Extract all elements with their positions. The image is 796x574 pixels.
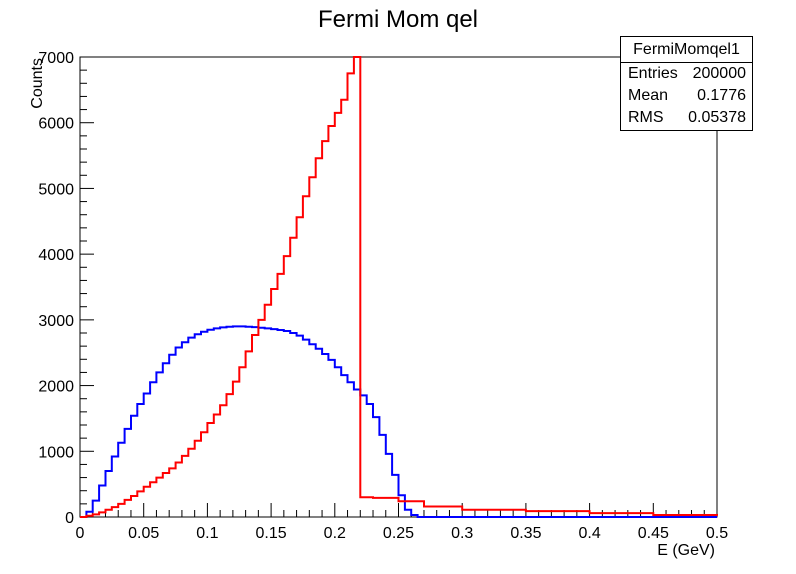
x-tick-label: 0.15 bbox=[256, 525, 287, 542]
y-tick-label: 3000 bbox=[38, 313, 74, 330]
y-tick-label: 5000 bbox=[38, 181, 74, 198]
stats-value: 0.1776 bbox=[697, 87, 746, 104]
x-tick-labels: 0 0.05 0.1 0.15 0.2 0.25 0.3 0.35 0.4 0.45 0.5 bbox=[76, 525, 729, 542]
y-tick-label: 7000 bbox=[38, 50, 74, 67]
stats-row-entries: Entries 200000 bbox=[628, 63, 746, 85]
x-tick-label: 0.05 bbox=[128, 525, 159, 542]
stats-value: 0.05378 bbox=[688, 109, 746, 126]
y-tick-label: 1000 bbox=[38, 444, 74, 461]
x-axis-label: E (GeV) bbox=[657, 542, 715, 559]
stats-row-rms: RMS 0.05378 bbox=[628, 107, 746, 129]
series-line-1 bbox=[80, 325, 717, 518]
axis-ticks bbox=[79, 56, 718, 518]
x-tick-label: 0.1 bbox=[196, 525, 218, 542]
x-tick-label: 0.4 bbox=[578, 525, 600, 542]
y-tick-labels: 0 1000 2000 3000 4000 5000 6000 7000 bbox=[38, 50, 74, 527]
x-tick-label: 0 bbox=[76, 525, 85, 542]
x-tick-label: 0.5 bbox=[706, 525, 728, 542]
y-tick-label: 2000 bbox=[38, 379, 74, 396]
stats-value: 200000 bbox=[692, 65, 746, 82]
stats-box: FermiMomqel1 Entries 200000 Mean 0.1776 … bbox=[620, 36, 753, 131]
series-layer bbox=[80, 56, 718, 518]
stats-label: Entries bbox=[628, 65, 678, 82]
x-tick-label: 0.35 bbox=[510, 525, 541, 542]
x-tick-label: 0.3 bbox=[451, 525, 473, 542]
x-tick-label: 0.2 bbox=[324, 525, 346, 542]
stats-label: RMS bbox=[628, 109, 664, 126]
stats-box-name: FermiMomqel1 bbox=[621, 37, 752, 63]
y-tick-label: 0 bbox=[65, 510, 74, 527]
y-tick-label: 4000 bbox=[38, 247, 74, 264]
stats-row-mean: Mean 0.1776 bbox=[628, 85, 746, 107]
stats-label: Mean bbox=[628, 87, 669, 104]
y-axis-label: Counts bbox=[29, 58, 46, 109]
y-tick-label: 6000 bbox=[38, 116, 74, 133]
chart-title: Fermi Mom qel bbox=[317, 6, 479, 33]
x-tick-label: 0.25 bbox=[383, 525, 414, 542]
series-line-2 bbox=[80, 56, 718, 518]
x-tick-label: 0.45 bbox=[638, 525, 669, 542]
